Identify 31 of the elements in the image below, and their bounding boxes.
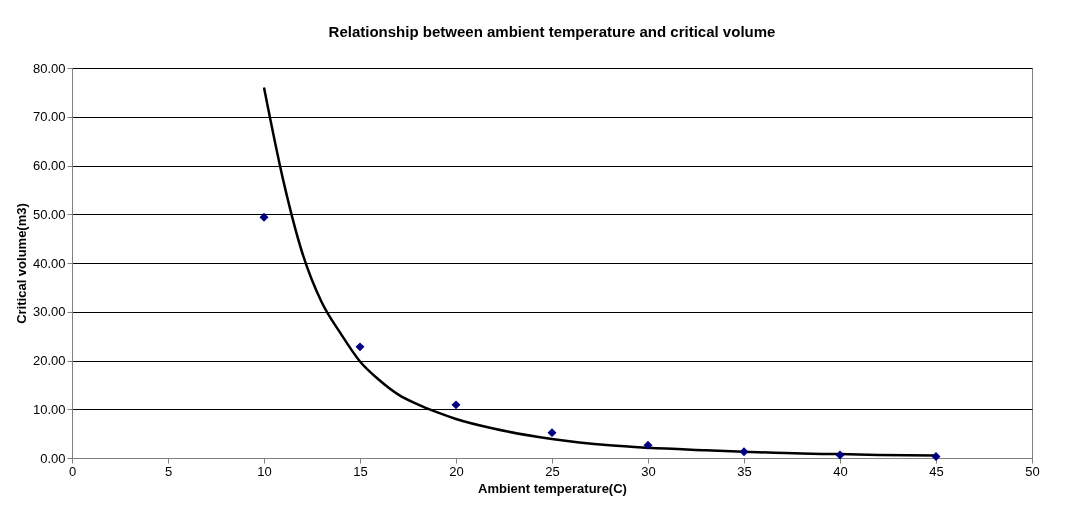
y-tick-label: 70.00 [32, 109, 66, 125]
x-tick-label: 45 [929, 463, 944, 479]
x-tick-label: 25 [545, 463, 560, 479]
x-tick-label: 5 [164, 463, 173, 479]
point [259, 212, 269, 222]
y-tick-label: 50.00 [32, 206, 66, 222]
y-axis-title: Critical volume(m3) [13, 203, 29, 324]
x-tick-label: 50 [1025, 463, 1040, 479]
x-tick-label: 15 [353, 463, 368, 479]
point [931, 452, 941, 462]
x-tick-label: 40 [833, 463, 848, 479]
point [451, 400, 461, 410]
x-axis-title: Ambient temperature(C) [478, 480, 627, 496]
chart-title: Relationship between ambient temperature and critical volume [328, 23, 776, 40]
point [547, 428, 557, 438]
y-tick-label: 10.00 [32, 401, 66, 417]
y-tick-label: 30.00 [32, 304, 66, 320]
x-tick-label: 30 [641, 463, 656, 479]
point [835, 450, 845, 460]
y-tick-label: 40.00 [32, 255, 66, 271]
point [739, 447, 749, 457]
y-tick-label: 60.00 [32, 158, 66, 173]
x-tick-label: 20 [449, 463, 464, 479]
y-tick-label: 20.00 [32, 353, 66, 368]
x-tick-label: 35 [737, 463, 752, 479]
x-tick-label: 10 [257, 463, 272, 479]
y-tick-label: 0.00 [40, 450, 66, 466]
point [355, 342, 365, 352]
x-tick-label: 0 [68, 463, 77, 479]
y-tick-label: 80.00 [32, 60, 66, 76]
point [643, 440, 653, 450]
